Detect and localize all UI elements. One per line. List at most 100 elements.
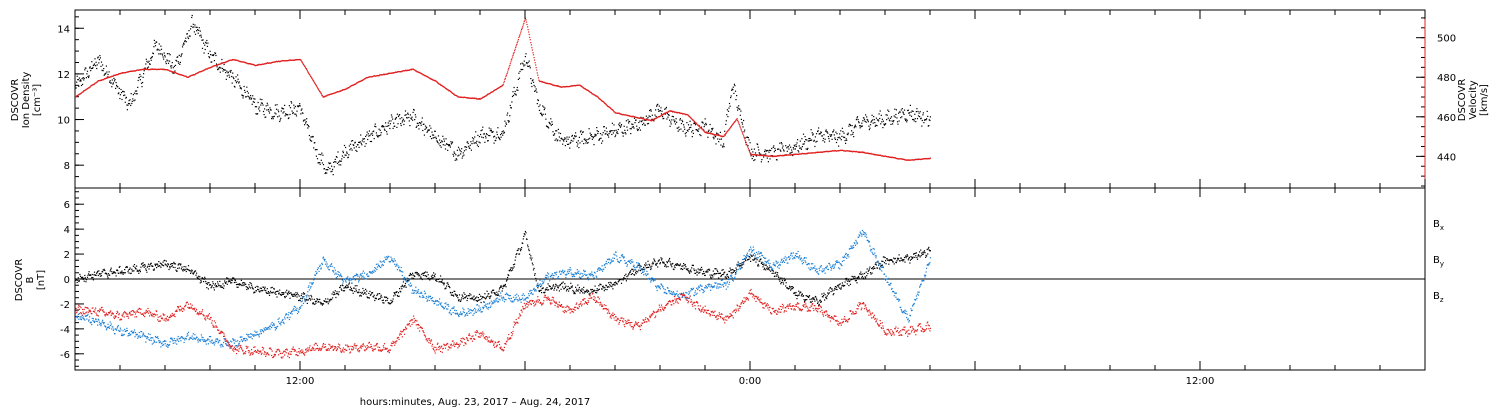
data-point	[585, 290, 587, 292]
data-point	[616, 131, 618, 133]
data-point	[631, 123, 633, 125]
data-point	[240, 88, 242, 90]
data-point	[617, 132, 619, 135]
data-point	[691, 118, 693, 120]
data-point	[916, 258, 919, 260]
data-point	[298, 105, 300, 107]
data-point	[213, 60, 215, 62]
data-point	[918, 255, 920, 257]
data-point	[474, 136, 476, 138]
data-point	[595, 291, 597, 294]
data-point	[761, 261, 763, 263]
data-point	[741, 264, 744, 266]
y-tick-label: 2	[64, 250, 70, 261]
data-point	[555, 130, 557, 132]
data-point	[177, 56, 179, 58]
data-point	[430, 138, 433, 140]
data-point	[674, 123, 677, 125]
data-point	[339, 286, 341, 288]
data-point	[249, 97, 251, 99]
data-point	[257, 286, 259, 288]
data-point	[813, 140, 815, 142]
data-point	[420, 277, 422, 279]
data-point	[581, 85, 583, 87]
data-point	[304, 66, 306, 68]
data-point	[127, 333, 130, 335]
data-point	[292, 112, 294, 115]
data-point	[796, 298, 798, 300]
data-point	[193, 31, 195, 33]
data-point	[837, 284, 839, 286]
data-point	[83, 280, 85, 282]
data-point	[677, 127, 679, 129]
data-point	[283, 292, 285, 294]
data-point	[559, 284, 561, 286]
data-point	[336, 156, 338, 158]
data-point	[875, 262, 877, 264]
data-point	[820, 300, 822, 302]
data-point	[176, 270, 178, 272]
data-point	[130, 93, 132, 95]
data-point	[238, 81, 240, 83]
data-point	[530, 44, 532, 46]
data-point	[139, 79, 141, 81]
data-point	[737, 107, 739, 109]
data-point	[140, 75, 142, 77]
data-point	[118, 329, 120, 331]
data-point	[429, 279, 431, 281]
data-point	[648, 115, 650, 117]
data-point	[718, 135, 720, 137]
data-point	[531, 262, 533, 264]
data-point	[730, 95, 732, 97]
data-point	[853, 150, 855, 152]
data-point	[646, 266, 649, 269]
data-point	[127, 102, 130, 105]
data-point	[471, 137, 474, 139]
data-point	[254, 286, 256, 288]
data-point	[496, 291, 498, 293]
data-point	[249, 282, 251, 284]
data-point	[300, 60, 302, 62]
data-point	[82, 316, 84, 318]
data-point	[826, 131, 828, 133]
data-point	[279, 120, 281, 123]
data-point	[430, 275, 433, 277]
data-point	[163, 58, 165, 60]
data-point	[790, 289, 792, 291]
data-point	[126, 329, 128, 332]
data-point	[204, 278, 206, 280]
data-point	[772, 146, 774, 148]
data-point	[668, 114, 670, 116]
data-point	[534, 62, 536, 64]
data-point	[190, 28, 192, 30]
data-point	[692, 264, 694, 266]
data-point	[881, 118, 883, 120]
data-point	[694, 122, 696, 124]
data-point	[127, 271, 129, 273]
data-point	[665, 266, 667, 268]
data-point	[387, 125, 389, 127]
data-point	[743, 261, 745, 263]
data-point	[478, 136, 481, 138]
data-point	[613, 124, 615, 126]
data-point	[276, 296, 278, 298]
data-point	[562, 281, 564, 283]
data-point	[396, 294, 398, 297]
data-point	[544, 113, 546, 115]
data-point	[809, 139, 812, 141]
data-point	[280, 110, 282, 112]
data-point	[533, 57, 535, 59]
data-point	[524, 230, 526, 233]
data-point	[773, 272, 775, 274]
data-point	[240, 284, 242, 286]
data-point	[616, 112, 618, 114]
data-point	[359, 141, 361, 143]
data-point	[856, 117, 858, 119]
data-point	[502, 130, 504, 132]
data-point	[154, 45, 157, 47]
data-point	[303, 119, 305, 121]
data-point	[365, 143, 367, 145]
data-point	[457, 155, 459, 157]
data-point	[372, 134, 374, 136]
data-point	[244, 282, 246, 284]
